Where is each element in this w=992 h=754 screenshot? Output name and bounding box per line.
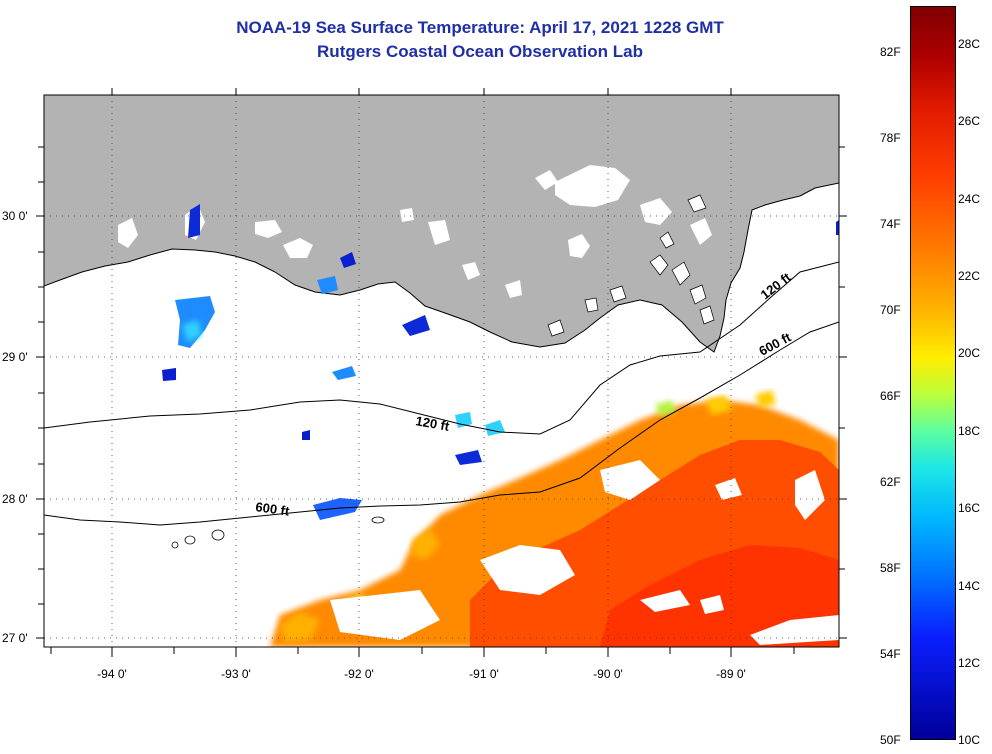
colorbar-c-16: 16C — [958, 501, 981, 515]
axis-ticks — [36, 88, 847, 657]
sst-cold-water — [162, 204, 839, 520]
lat-label-29: 29 0' — [2, 350, 28, 364]
map-subtitle: Rutgers Coastal Ocean Observation Lab — [317, 42, 643, 61]
colorbar-f-58: 58F — [880, 561, 901, 575]
contour-label-600ft-west: 600 ft — [255, 499, 291, 519]
contour-islands — [171, 516, 385, 549]
lat-label-27: 27 0' — [2, 631, 28, 645]
colorbar-f-66: 66F — [880, 389, 901, 403]
graticule — [44, 95, 839, 647]
colorbar-c-20: 20C — [958, 346, 981, 360]
colorbar-c-26: 26C — [958, 114, 981, 128]
colorbar-c-18: 18C — [958, 424, 981, 438]
lon-label-91: -91 0' — [469, 667, 499, 681]
colorbar-f-54: 54F — [880, 647, 901, 661]
colorbar-c-22: 22C — [958, 269, 981, 283]
lon-label-94: -94 0' — [97, 667, 127, 681]
colorbar-c-28: 28C — [958, 37, 981, 51]
sst-warm-water — [270, 390, 839, 647]
delta-marsh — [547, 194, 715, 337]
lat-label-30: 30 0' — [2, 209, 28, 223]
colorbar-c-10: 10C — [958, 733, 981, 747]
map-title: NOAA-19 Sea Surface Temperature: April 1… — [236, 18, 724, 37]
lon-label-93: -93 0' — [221, 667, 251, 681]
colorbar-f-74: 74F — [880, 217, 901, 231]
lon-label-92: -92 0' — [344, 667, 374, 681]
colorbar-f-82: 82F — [880, 45, 901, 59]
contour-label-120ft-west: 120 ft — [414, 413, 451, 434]
lat-label-28: 28 0' — [2, 492, 28, 506]
colorbar-f-62: 62F — [880, 475, 901, 489]
colorbar-c-14: 14C — [958, 579, 981, 593]
colorbar-f-70: 70F — [880, 303, 901, 317]
contour-600ft — [44, 321, 839, 526]
colorbar-f-50: 50F — [880, 733, 901, 747]
colorbar-f-78: 78F — [880, 131, 901, 145]
lon-label-90: -90 0' — [593, 667, 623, 681]
temperature-colorbar — [910, 6, 956, 740]
map-border — [43, 94, 840, 648]
contour-120ft — [44, 261, 839, 435]
lon-label-89: -89 0' — [716, 667, 746, 681]
colorbar-c-24: 24C — [958, 192, 981, 206]
colorbar-c-12: 12C — [958, 656, 981, 670]
cloud-cover — [330, 422, 839, 645]
